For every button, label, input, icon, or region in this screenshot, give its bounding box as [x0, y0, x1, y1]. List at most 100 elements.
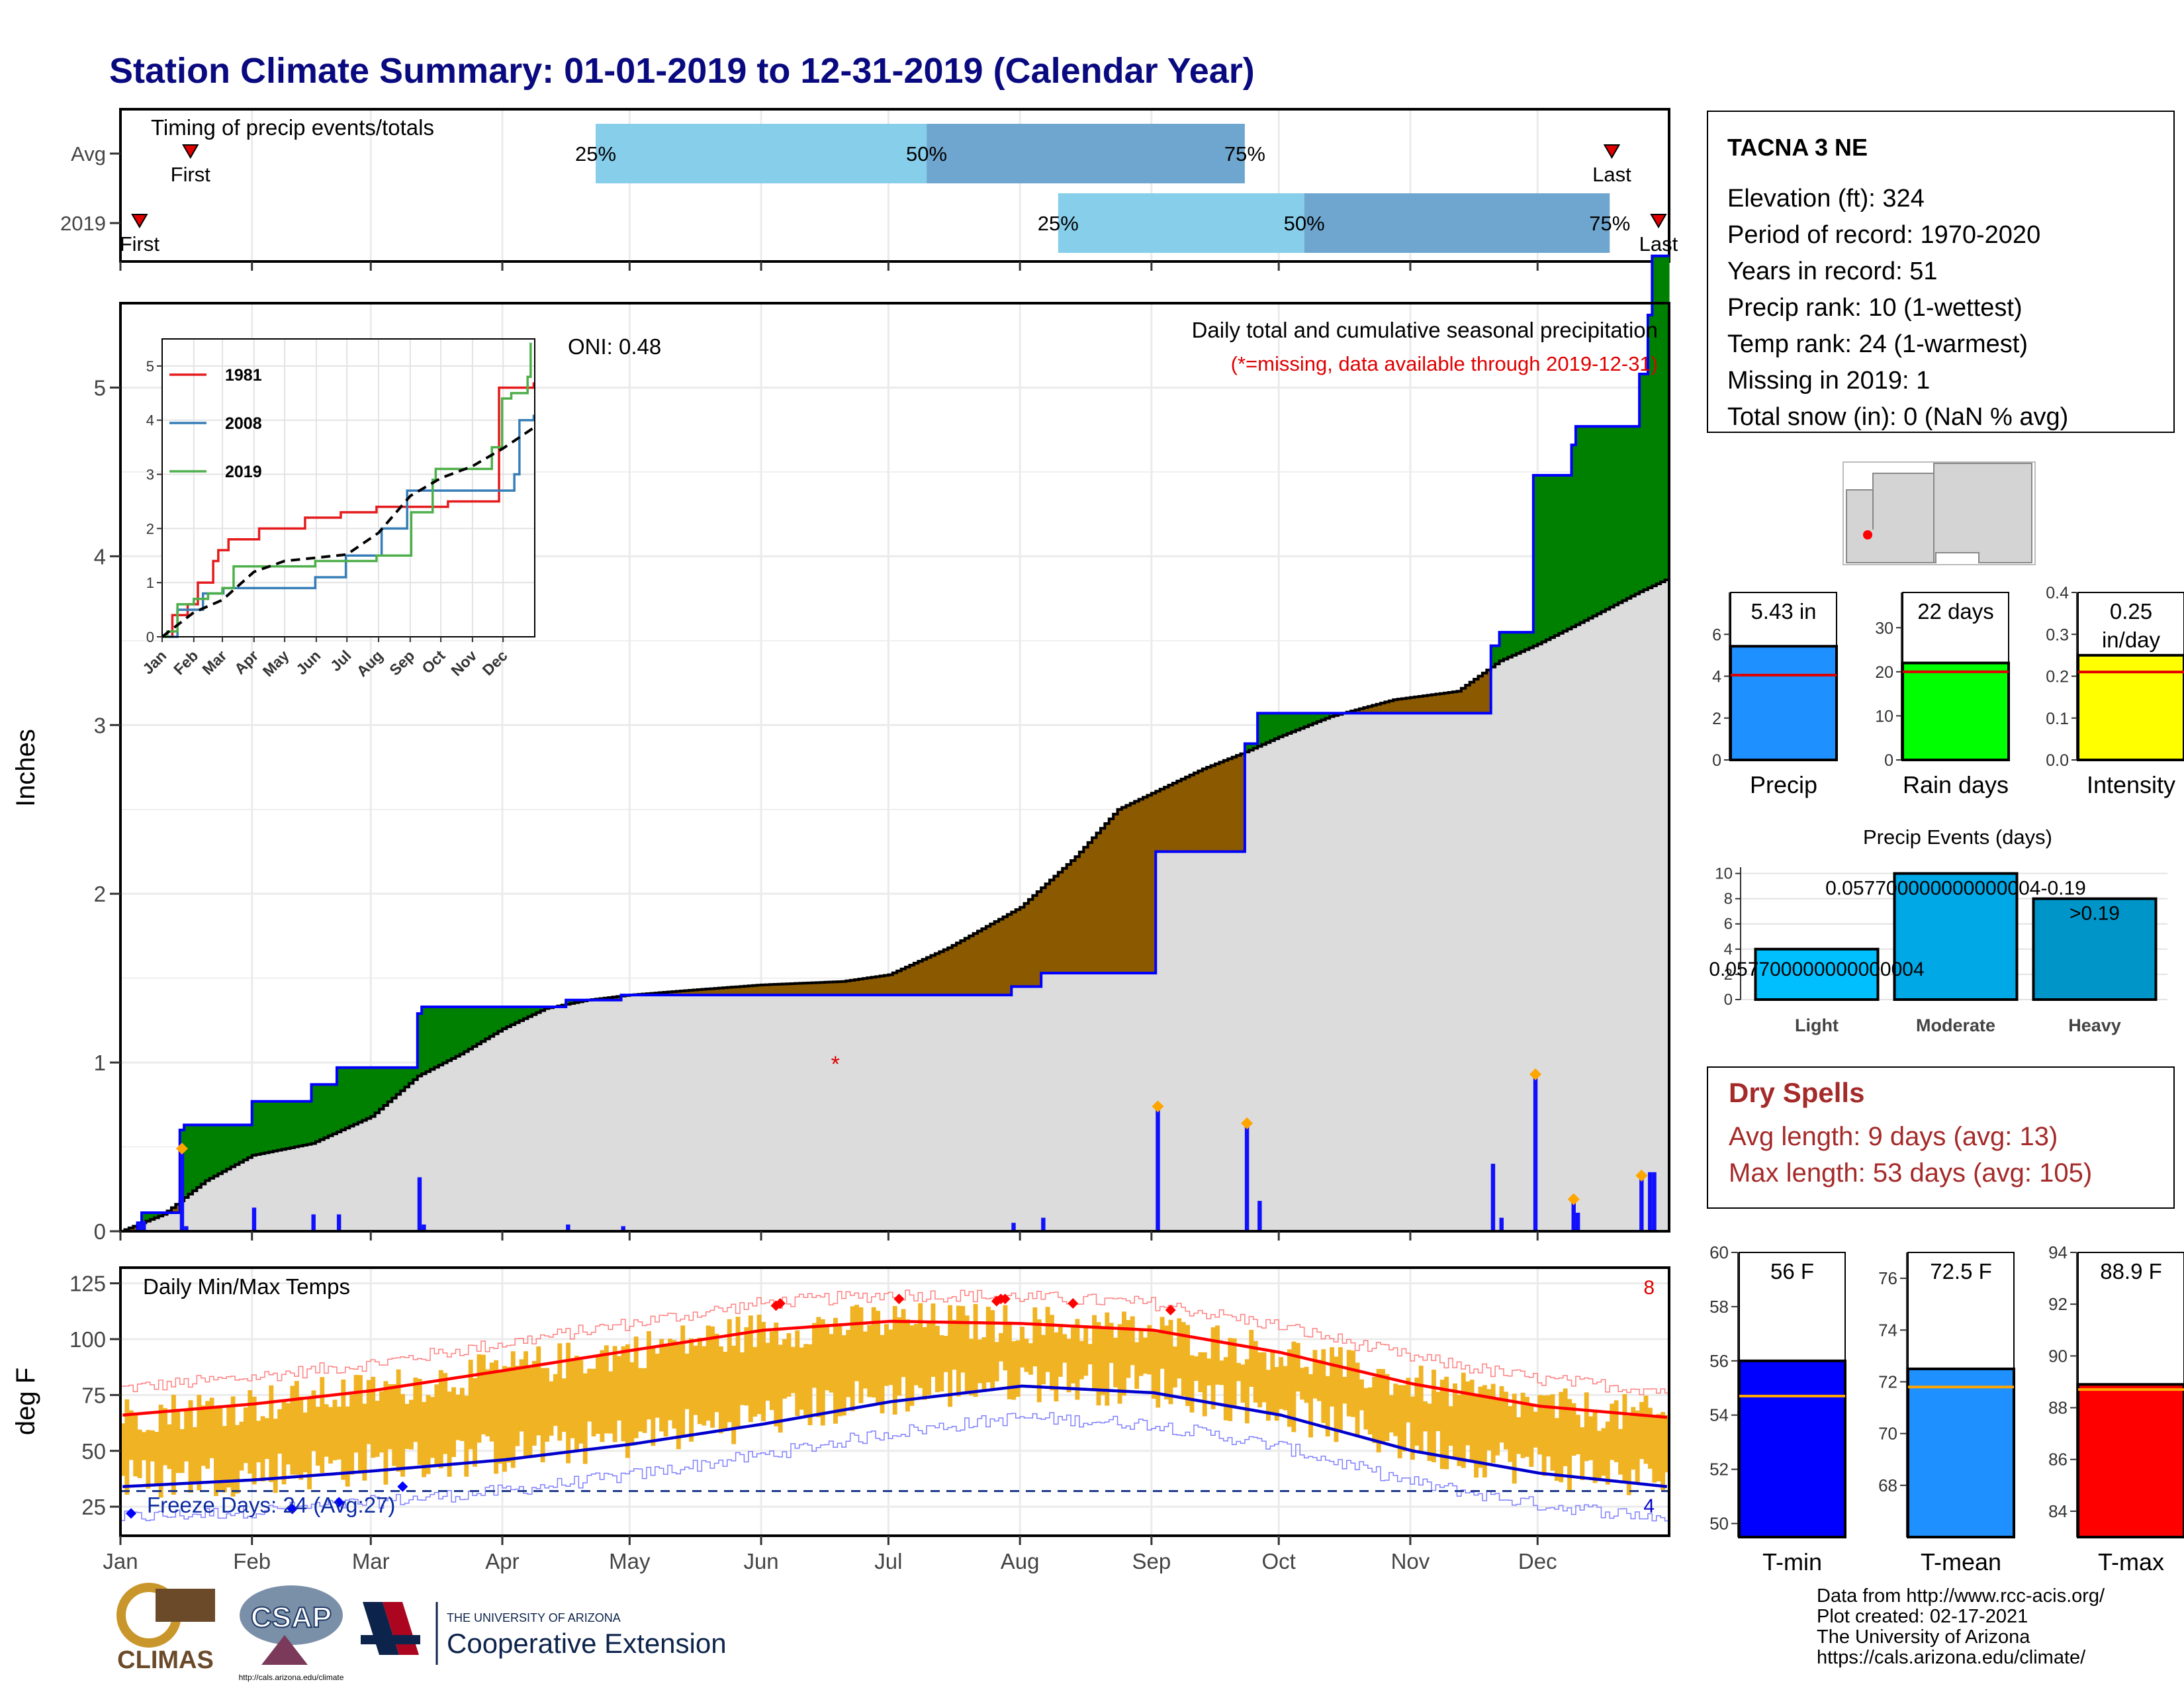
record-low-marker	[397, 1481, 408, 1492]
daily-temp-range-bar	[642, 1368, 647, 1433]
events-title: Precip Events (days)	[1863, 825, 2052, 849]
daily-temp-range-bar	[1597, 1430, 1602, 1481]
daily-temp-range-bar	[392, 1383, 397, 1466]
above-normal-strip	[1308, 713, 1314, 726]
daily-temp-range-bar	[867, 1325, 872, 1397]
daily-precip-bar	[1041, 1217, 1046, 1231]
events-category-label: Moderate	[1916, 1015, 1995, 1035]
daily-temp-range-bar	[948, 1305, 953, 1407]
above-normal-strip	[1325, 713, 1330, 719]
below-normal-strip	[1219, 762, 1224, 852]
daily-temp-range-bar	[239, 1421, 244, 1471]
above-normal-strip	[523, 1006, 529, 1019]
below-normal-strip	[1105, 823, 1110, 973]
above-normal-strip	[443, 1006, 448, 1063]
above-normal-strip	[1652, 256, 1657, 586]
daily-temp-range-bar	[718, 1346, 723, 1434]
daily-temp-range-bar	[320, 1377, 325, 1474]
daily-temp-range-bar	[1316, 1360, 1322, 1401]
below-normal-strip	[985, 926, 991, 996]
temp-bar-tick-label: 84	[2048, 1501, 2068, 1521]
daily-temp-range-bar	[120, 1423, 125, 1476]
daily-temp-range-bar	[769, 1331, 774, 1411]
below-normal-strip	[1402, 698, 1407, 714]
temp-y-tick-label: 50	[81, 1439, 106, 1464]
events-tick-label: 6	[1724, 915, 1733, 933]
daily-temp-range-bar	[1054, 1332, 1059, 1402]
count-bottom: 4	[1643, 1495, 1655, 1517]
above-normal-strip	[1495, 645, 1500, 664]
daily-temp-range-bar	[1274, 1367, 1279, 1421]
below-normal-strip	[1189, 774, 1195, 852]
footer-credits: Data from http://www.rcc-acis.org/Plot c…	[1817, 1585, 2105, 1668]
above-normal-strip	[302, 1101, 308, 1145]
events-bar-label: 0.057700000000000004	[1709, 959, 1924, 980]
temp-bar-value: 88.9 F	[2100, 1259, 2162, 1284]
daily-temp-range-bar	[1541, 1395, 1547, 1476]
daily-temp-range-bar	[1100, 1327, 1105, 1395]
daily-temp-range-bar	[790, 1346, 796, 1393]
daily-temp-range-bar	[290, 1385, 295, 1475]
above-normal-strip	[1639, 374, 1645, 592]
temp-bar-label: T-mean	[1921, 1548, 2001, 1575]
daily-precip-bar	[1639, 1178, 1644, 1231]
normal-min-line	[122, 1384, 1668, 1488]
daily-temp-range-bar	[1664, 1415, 1670, 1473]
above-normal-strip	[480, 1006, 486, 1042]
month-tick-label: Apr	[485, 1549, 519, 1573]
below-normal-strip	[867, 978, 872, 996]
below-normal-strip	[1410, 697, 1415, 714]
daily-precip-bar	[1011, 1223, 1016, 1231]
above-normal-strip	[1571, 445, 1576, 627]
above-normal-strip	[286, 1101, 291, 1149]
below-normal-strip	[1096, 833, 1101, 973]
daily-temp-range-bar	[273, 1419, 278, 1493]
above-normal-strip	[1664, 256, 1670, 581]
inset-x-tick-label: May	[259, 647, 293, 680]
daily-temp-range-bar	[846, 1330, 851, 1397]
above-normal-strip	[404, 1067, 410, 1088]
inset-x-tick-label: Apr	[231, 647, 261, 677]
inset-y-tick-label: 1	[146, 575, 154, 591]
above-normal-strip	[146, 1212, 151, 1221]
daily-temp-range-bar	[1571, 1403, 1576, 1456]
summary-bar-tick-label: 0.3	[2046, 626, 2069, 644]
below-normal-strip	[1177, 780, 1182, 852]
daily-temp-range-bar	[422, 1401, 427, 1477]
ua-extension-text: Cooperative Extension	[447, 1628, 727, 1659]
below-normal-strip	[1418, 696, 1424, 714]
above-normal-strip	[336, 1067, 341, 1132]
above-normal-strip	[248, 1125, 253, 1158]
daily-temp-range-bar	[1236, 1362, 1241, 1382]
daily-temp-range-bar	[1622, 1393, 1627, 1483]
above-normal-strip	[1291, 713, 1297, 732]
daily-temp-range-bar	[570, 1358, 575, 1438]
extreme-precip-marker	[1152, 1100, 1164, 1113]
daily-temp-range-bar	[1261, 1352, 1267, 1403]
below-normal-strip	[816, 982, 821, 996]
daily-temp-range-bar	[1372, 1376, 1377, 1444]
daily-temp-range-bar	[651, 1347, 656, 1446]
temp-bar-tick-label: 58	[1709, 1297, 1729, 1317]
daily-temp-range-bar	[371, 1376, 376, 1458]
temp-y-tick-label: 125	[69, 1272, 106, 1296]
daily-temp-range-bar	[1134, 1342, 1140, 1389]
above-normal-strip	[417, 1013, 422, 1076]
inset-legend-label: 2019	[225, 463, 262, 481]
daily-temp-range-bar	[404, 1403, 410, 1449]
daily-temp-range-bar	[1228, 1338, 1233, 1421]
temp-bar-value: 72.5 F	[1930, 1259, 1992, 1284]
daily-temp-range-bar	[854, 1305, 860, 1382]
daily-precip-bar	[184, 1226, 189, 1231]
daily-precip-bar	[251, 1207, 257, 1231]
daily-temp-range-bar	[1270, 1352, 1275, 1414]
above-normal-strip	[328, 1084, 334, 1136]
precip-events: Precip Events (days) 0 2 4 6 8 10 Light Moderat…	[1709, 825, 2167, 1035]
observed-cumulative-line	[120, 254, 1669, 1233]
daily-precip-bar	[1490, 1164, 1496, 1231]
daily-temp-range-bar	[884, 1324, 889, 1386]
daily-precip-bar	[1244, 1123, 1250, 1231]
below-normal-strip	[1003, 916, 1008, 996]
precip-y-tick-label: 5	[94, 375, 106, 400]
above-normal-strip	[379, 1067, 385, 1109]
